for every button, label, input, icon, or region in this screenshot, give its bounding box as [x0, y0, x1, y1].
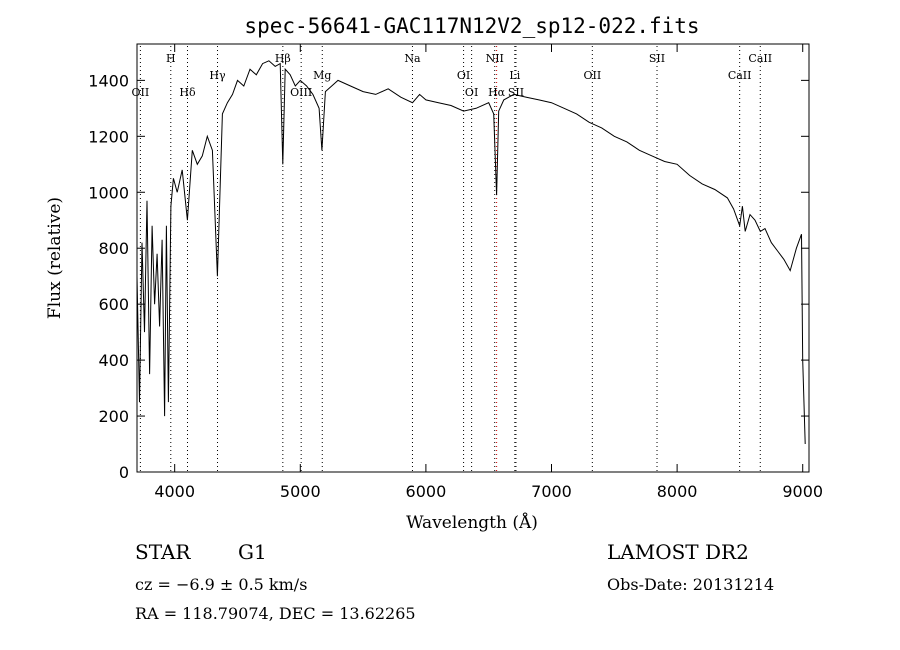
- emission-line-label: NII: [486, 52, 504, 65]
- survey-name: LAMOST DR2: [607, 540, 749, 564]
- x-tick-label: 6000: [406, 482, 447, 501]
- object-class: STAR: [135, 540, 191, 564]
- emission-line-label: SII: [508, 86, 524, 99]
- y-axis-label: Flux (relative): [45, 197, 65, 319]
- emission-line-label: OIII: [290, 86, 312, 99]
- y-axis-ticks: 0 200 400 600 800 1000 1200 1400: [88, 71, 809, 482]
- y-tick-label: 0: [119, 463, 129, 482]
- coordinates: RA = 118.79074, DEC = 13.62265: [135, 604, 416, 623]
- x-axis-ticks: 4000 5000 6000 7000 8000 9000: [154, 44, 823, 501]
- emission-line-label: Hα: [488, 86, 506, 99]
- emission-line-label: Hδ: [179, 86, 196, 99]
- chart-title: spec-56641-GAC117N12V2_sp12-022.fits: [244, 14, 699, 38]
- x-tick-label: 5000: [280, 482, 321, 501]
- x-axis-label: Wavelength (Å): [406, 512, 538, 533]
- emission-line-label: Na: [404, 52, 421, 65]
- emission-line-label: CaII: [728, 69, 752, 82]
- redshift-velocity: cz = −6.9 ± 0.5 km/s: [135, 575, 308, 594]
- object-subclass: G1: [238, 540, 267, 564]
- y-tick-label: 400: [98, 351, 129, 370]
- observation-date: Obs-Date: 20131214: [607, 575, 775, 594]
- emission-line-label: Li: [509, 69, 520, 82]
- y-tick-label: 600: [98, 295, 129, 314]
- emission-line-label: Hβ: [275, 52, 291, 65]
- emission-line-label: H: [166, 52, 176, 65]
- plot-frame: [136, 43, 810, 473]
- emission-line-label: SII: [649, 52, 665, 65]
- x-tick-label: 8000: [657, 482, 698, 501]
- emission-line-label: Hγ: [209, 69, 226, 82]
- x-tick-label: 9000: [782, 482, 823, 501]
- y-tick-label: 1200: [88, 127, 129, 146]
- emission-line-label: Mg: [313, 69, 331, 82]
- y-tick-label: 1000: [88, 183, 129, 202]
- y-tick-label: 800: [98, 239, 129, 258]
- x-tick-label: 4000: [154, 482, 195, 501]
- y-tick-label: 1400: [88, 71, 129, 90]
- x-tick-label: 7000: [531, 482, 572, 501]
- spectrum-line: [136, 60, 806, 445]
- y-tick-label: 200: [98, 407, 129, 426]
- emission-line-label: OII: [583, 69, 601, 82]
- emission-line-label: OI: [457, 69, 470, 82]
- emission-line-label: CaII: [748, 52, 772, 65]
- emission-line-label: OI: [465, 86, 478, 99]
- emission-line-markers: [139, 46, 761, 472]
- emission-line-label: OII: [132, 86, 150, 99]
